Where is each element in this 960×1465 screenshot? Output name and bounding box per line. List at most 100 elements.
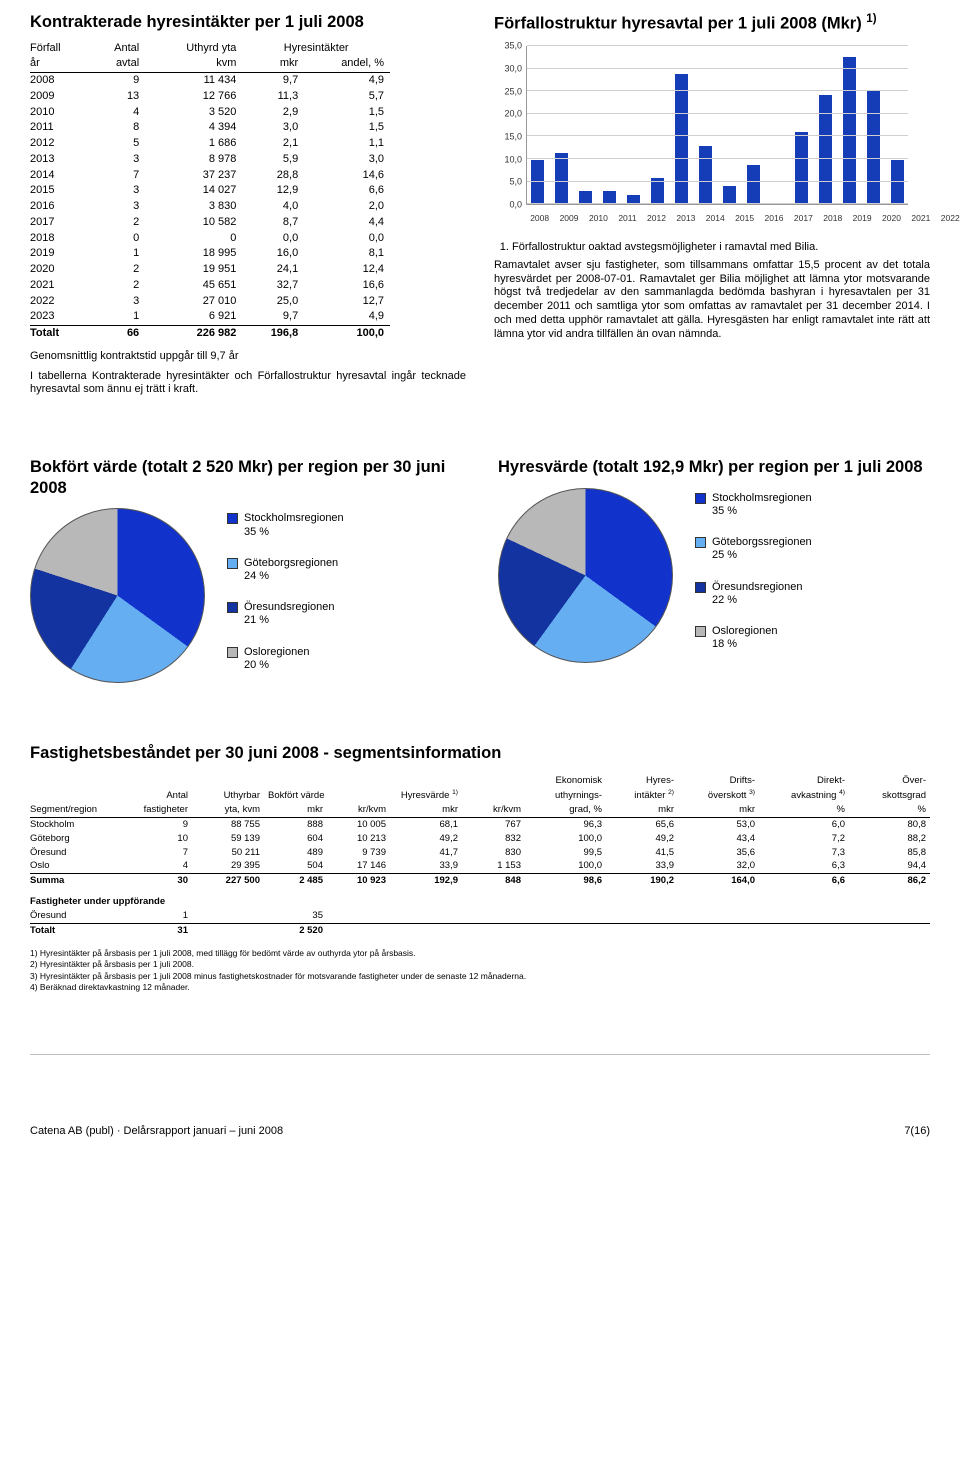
bar-footnote-1: Förfallostruktur oaktad avstegsmöjlighet… bbox=[512, 241, 930, 255]
income-h1-0: Förfall bbox=[30, 41, 87, 57]
segment-header: Ekonomisk bbox=[525, 774, 606, 788]
footer-divider bbox=[30, 1054, 930, 1055]
bar-xlabel: 2021 bbox=[911, 213, 930, 224]
bar-section: Förfallostruktur hyresavtal per 1 juli 2… bbox=[494, 12, 930, 397]
segment-header bbox=[30, 774, 129, 788]
bar bbox=[675, 74, 689, 204]
segment-header: % bbox=[849, 803, 930, 817]
income-section: Kontrakterade hyresintäkter per 1 juli 2… bbox=[30, 12, 466, 397]
segment-header bbox=[327, 788, 390, 803]
segment-table: EkonomiskHyres-Drifts-Direkt-Över- Antal… bbox=[30, 774, 930, 938]
segment-header: kr/kvm bbox=[327, 803, 390, 817]
bar-xlabel: 2015 bbox=[735, 213, 754, 224]
legend-swatch bbox=[695, 537, 706, 548]
table-row: 201184 3943,01,5 bbox=[30, 120, 390, 136]
pie2-chart bbox=[498, 488, 673, 663]
bar bbox=[699, 146, 713, 204]
segment-header: mkr bbox=[678, 803, 759, 817]
pie2-legend: Stockholmsregionen35 % Göteborgssregionen… bbox=[695, 488, 812, 652]
segment-header: Antal bbox=[129, 788, 192, 803]
bar-footnotes: Förfallostruktur oaktad avstegsmöjlighet… bbox=[494, 241, 930, 255]
pie-hyresvarde: Hyresvärde (totalt 192,9 Mkr) per region… bbox=[498, 457, 930, 683]
legend-swatch bbox=[695, 626, 706, 637]
grid-line bbox=[527, 113, 908, 114]
income-h1-3: Hyresintäkter bbox=[242, 41, 390, 57]
segment-header: Drifts- bbox=[678, 774, 759, 788]
legend-item: Osloregionen18 % bbox=[695, 625, 812, 651]
table-row: Summa30227 5002 48510 923192,984898,6190… bbox=[30, 874, 930, 888]
segment-header bbox=[129, 774, 192, 788]
bar bbox=[843, 57, 857, 205]
legend-swatch bbox=[695, 582, 706, 593]
legend-swatch bbox=[227, 647, 238, 658]
table-row: 201043 5202,91,5 bbox=[30, 105, 390, 121]
income-h2-1: avtal bbox=[87, 56, 145, 72]
table-row: Öresund750 2114899 73941,783099,541,535,… bbox=[30, 846, 930, 860]
table-row: Stockholm988 75588810 00568,176796,365,6… bbox=[30, 817, 930, 831]
legend-label: Öresundsregionen21 % bbox=[244, 601, 335, 627]
income-h1-1: Antal bbox=[87, 41, 145, 57]
bar-ylabel: 30,0 bbox=[494, 63, 522, 74]
segment-subhead: Fastigheter under uppförande bbox=[30, 888, 930, 909]
bar bbox=[747, 165, 761, 204]
bar bbox=[603, 191, 617, 205]
table-row: 2014737 23728,814,6 bbox=[30, 168, 390, 184]
table-row: 2019118 99516,08,1 bbox=[30, 246, 390, 262]
segment-header: fastigheter bbox=[129, 803, 192, 817]
segment-notes: 1) Hyresintäkter på årsbasis per 1 juli … bbox=[30, 948, 930, 994]
legend-label: Göteborgsregionen24 % bbox=[244, 557, 338, 583]
legend-swatch bbox=[227, 558, 238, 569]
table-row: 202316 9219,74,9 bbox=[30, 309, 390, 325]
segment-note-line: 4) Beräknad direktavkastning 12 månader. bbox=[30, 982, 930, 993]
segment-header: mkr bbox=[606, 803, 678, 817]
bar-ylabel: 35,0 bbox=[494, 41, 522, 52]
pie1-title: Bokfört värde (totalt 2 520 Mkr) per reg… bbox=[30, 457, 462, 498]
legend-label: Osloregionen20 % bbox=[244, 646, 309, 672]
table-total-row: Totalt66226 982196,8100,0 bbox=[30, 326, 390, 342]
legend-swatch bbox=[227, 513, 238, 524]
legend-label: Göteborgssregionen25 % bbox=[712, 536, 812, 562]
page-footer: Catena AB (publ) · Delårsrapport januari… bbox=[30, 1121, 930, 1139]
bar-xlabel: 2009 bbox=[560, 213, 579, 224]
bar-xlabel: 2020 bbox=[882, 213, 901, 224]
pie-row: Bokfört värde (totalt 2 520 Mkr) per reg… bbox=[30, 457, 930, 683]
grid-line bbox=[527, 158, 908, 159]
bar-xlabel: 2018 bbox=[823, 213, 842, 224]
segment-header: mkr bbox=[390, 803, 462, 817]
bar-chart: 2008200920102011201220132014201520162017… bbox=[494, 42, 914, 227]
segment-header: mkr bbox=[264, 803, 327, 817]
grid-line bbox=[527, 181, 908, 182]
table-row: Totalt312 520 bbox=[30, 923, 930, 937]
segment-section: Fastighetsbeståndet per 30 juni 2008 - s… bbox=[30, 743, 930, 993]
legend-swatch bbox=[695, 493, 706, 504]
segment-header: yta, kvm bbox=[192, 803, 264, 817]
bar-ylabel: 25,0 bbox=[494, 86, 522, 97]
bar bbox=[555, 153, 569, 204]
segment-header: avkastning 4) bbox=[759, 788, 849, 803]
pie2-title: Hyresvärde (totalt 192,9 Mkr) per region… bbox=[498, 457, 930, 478]
grid-line bbox=[527, 68, 908, 69]
segment-header bbox=[327, 774, 390, 788]
grid-line bbox=[527, 135, 908, 136]
legend-label: Stockholmsregionen35 % bbox=[712, 492, 812, 518]
bar-ylabel: 5,0 bbox=[494, 177, 522, 188]
legend-item: Göteborgsregionen24 % bbox=[227, 557, 344, 583]
pie-bokfort: Bokfört värde (totalt 2 520 Mkr) per reg… bbox=[30, 457, 462, 683]
bar-xlabel: 2013 bbox=[676, 213, 695, 224]
bar-ylabel: 20,0 bbox=[494, 109, 522, 120]
segment-header: skottsgrad bbox=[849, 788, 930, 803]
table-row: Öresund135 bbox=[30, 909, 930, 923]
bar-ylabel: 0,0 bbox=[494, 200, 522, 211]
legend-label: Öresundsregionen22 % bbox=[712, 581, 803, 607]
income-h2-4: andel, % bbox=[304, 56, 390, 72]
segment-header bbox=[462, 774, 525, 788]
legend-item: Öresundsregionen21 % bbox=[227, 601, 344, 627]
bar bbox=[723, 186, 737, 204]
income-h2-2: kvm bbox=[145, 56, 242, 72]
bar-xlabels: 2008200920102011201220132014201520162017… bbox=[526, 213, 908, 224]
income-title: Kontrakterade hyresintäkter per 1 juli 2… bbox=[30, 12, 466, 33]
table-row: 201251 6862,11,1 bbox=[30, 136, 390, 152]
segment-header: Segment/region bbox=[30, 803, 129, 817]
income-para: I tabellerna Kontrakterade hyresintäkter… bbox=[30, 370, 466, 398]
table-row: Oslo429 39550417 14633,91 153100,033,932… bbox=[30, 859, 930, 873]
